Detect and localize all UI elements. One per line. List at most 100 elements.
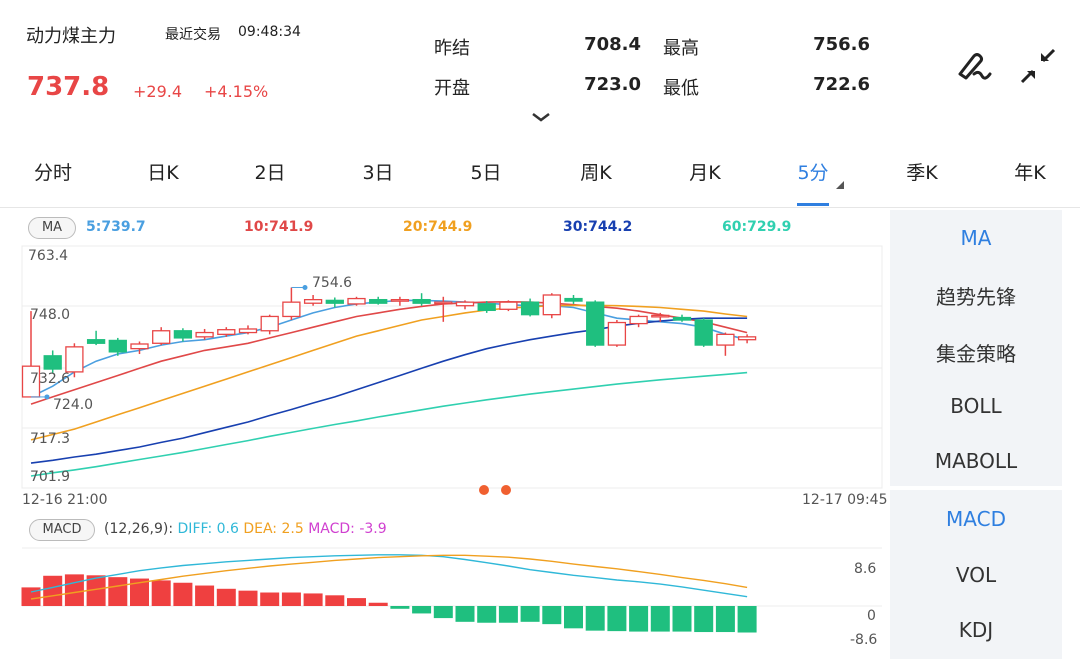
- macd-params: (12,26,9):: [104, 521, 174, 537]
- tab-daily-k[interactable]: 日K: [147, 162, 179, 184]
- price-axis-label-4: 717.3: [30, 431, 71, 447]
- candle-body: [303, 298, 323, 304]
- macd-bar: [715, 606, 735, 633]
- candle-body: [651, 314, 670, 318]
- candle-body: [520, 301, 540, 316]
- macd-bar: [238, 590, 258, 606]
- candle-body: [217, 329, 236, 335]
- indicator-maboll[interactable]: MABOLL: [934, 449, 1018, 473]
- candle-body: [586, 301, 605, 346]
- macd-bar: [173, 582, 193, 606]
- quote-value-open: 723.0: [584, 74, 641, 95]
- indicator-ma[interactable]: MA: [960, 226, 992, 250]
- macd-bar: [542, 606, 562, 625]
- price-change: +29.4: [133, 82, 183, 101]
- last-trade-label: 最近交易: [165, 27, 221, 43]
- macd-bar: [64, 574, 84, 606]
- indicator-panel-sub: MACD VOL KDJ: [890, 490, 1062, 659]
- macd-axis-bottom: -8.6: [850, 632, 878, 648]
- high-marker-dot: [302, 284, 308, 290]
- macd-bar: [607, 606, 627, 632]
- tab-monthly-k[interactable]: 月K: [689, 162, 721, 184]
- candle-body: [238, 328, 258, 334]
- high-annotation: 754.6: [312, 275, 353, 291]
- candle-body: [434, 301, 453, 305]
- tab-5-day[interactable]: 5日: [470, 162, 502, 184]
- macd-bar: [21, 587, 41, 606]
- ma30-legend: 30:744.2: [563, 219, 633, 235]
- candle-body: [369, 298, 388, 304]
- macd-bar: [498, 606, 518, 623]
- ma30-line: [30, 317, 748, 464]
- candle-body: [195, 331, 214, 338]
- ma60-legend: 60:729.9: [722, 219, 792, 235]
- kline-chart[interactable]: [0, 240, 890, 659]
- macd-bar: [130, 578, 149, 606]
- macd-bar: [433, 606, 453, 619]
- tab-dropdown-triangle-icon[interactable]: [836, 181, 844, 189]
- chevron-down-icon[interactable]: [532, 112, 550, 122]
- ma-selector-button[interactable]: MA: [28, 217, 76, 239]
- indicator-vol[interactable]: VOL: [955, 563, 997, 587]
- quote-value-low: 722.6: [813, 74, 870, 95]
- macd-dea: DEA: 2.5: [243, 521, 304, 537]
- indicator-macd[interactable]: MACD: [946, 507, 1006, 531]
- tab-quarterly-k[interactable]: 季K: [906, 162, 938, 184]
- tab-intraday[interactable]: 分时: [33, 162, 72, 184]
- candle-body: [477, 303, 496, 312]
- indicator-capital-strategy[interactable]: 集金策略: [936, 342, 1016, 366]
- price-axis-label-max: 763.4: [28, 248, 69, 264]
- tab-5-min[interactable]: 5分: [797, 162, 829, 184]
- instrument-name: 动力煤主力: [26, 26, 116, 47]
- page-dot-1[interactable]: [479, 485, 489, 495]
- macd-bar: [368, 602, 388, 606]
- tab-2-day[interactable]: 2日: [254, 162, 286, 184]
- candle-body: [607, 321, 627, 346]
- macd-diff: DIFF: 0.6: [177, 521, 239, 537]
- low-annotation: 724.0: [53, 397, 94, 413]
- macd-bar: [412, 606, 432, 614]
- shrink-arrows-icon[interactable]: [1016, 44, 1060, 88]
- indicator-kdj[interactable]: KDJ: [958, 618, 994, 642]
- macd-bar: [477, 606, 497, 623]
- macd-bar: [737, 606, 757, 633]
- quote-label-prev-settle: 昨结: [434, 38, 470, 59]
- price-axis-label-2: 748.0: [30, 307, 71, 323]
- ma5-legend: 5:739.7: [86, 219, 146, 235]
- candle-body: [390, 298, 410, 302]
- candle-body: [564, 297, 583, 302]
- price-change-pct: +4.15%: [204, 82, 269, 101]
- macd-legend: (12,26,9): DIFF: 0.6 DEA: 2.5 MACD: -3.9: [104, 521, 387, 537]
- candle-body: [412, 298, 431, 304]
- macd-bar: [390, 606, 410, 609]
- macd-bar: [455, 606, 475, 622]
- macd-selector-button[interactable]: MACD: [29, 519, 95, 541]
- pen-icon[interactable]: [952, 44, 996, 88]
- candle-body: [108, 339, 127, 353]
- quote-label-open: 开盘: [434, 78, 470, 99]
- quote-label-high: 最高: [663, 38, 699, 59]
- macd-bar: [520, 606, 540, 622]
- indicator-trend-pioneer[interactable]: 趋势先锋: [936, 285, 1016, 309]
- indicator-boll[interactable]: BOLL: [950, 394, 1002, 418]
- quote-value-prev-settle: 708.4: [584, 34, 641, 55]
- macd-bar: [347, 598, 366, 606]
- candle-body: [65, 346, 84, 373]
- price-axis-label-3: 732.6: [30, 371, 71, 387]
- tab-3-day[interactable]: 3日: [362, 162, 394, 184]
- macd-bar: [650, 606, 670, 632]
- candle-body: [716, 333, 735, 346]
- macd-bar: [195, 585, 215, 606]
- tab-weekly-k[interactable]: 周K: [580, 162, 612, 184]
- ma10-line: [30, 300, 748, 405]
- quote-label-low: 最低: [663, 78, 699, 99]
- macd-bar: [564, 606, 583, 629]
- macd-bar: [629, 606, 649, 632]
- candle-body: [694, 319, 713, 346]
- macd-bar: [694, 606, 714, 633]
- candle-body: [455, 301, 475, 307]
- macd-bar: [325, 595, 345, 606]
- tab-yearly-k[interactable]: 年K: [1014, 162, 1046, 184]
- page-dot-2[interactable]: [501, 485, 511, 495]
- candle-body: [260, 315, 279, 332]
